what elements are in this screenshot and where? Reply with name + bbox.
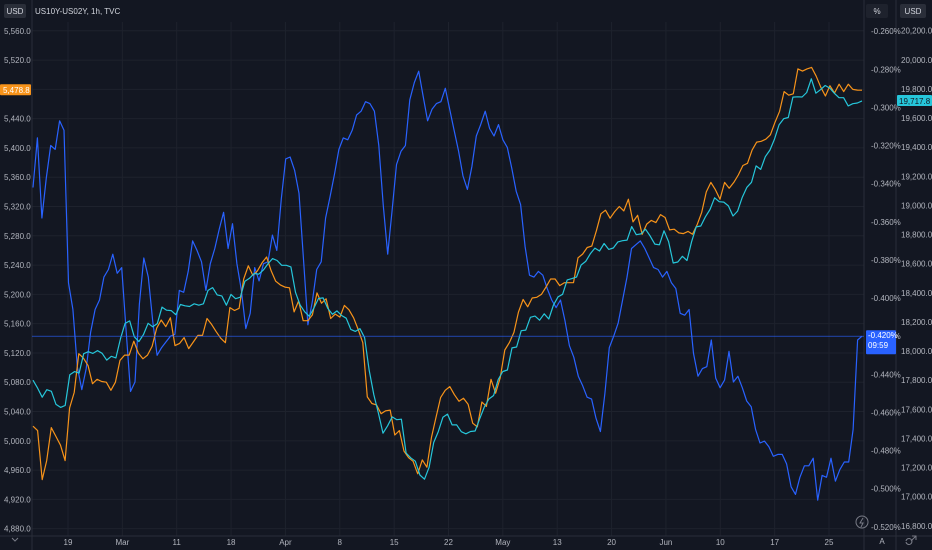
right-tick-label: 18,000.0 [901, 347, 932, 356]
x-tick-label: Apr [279, 538, 292, 547]
x-tick-label: 15 [390, 538, 399, 547]
right-tick-label: 17,800.0 [901, 376, 932, 385]
scroll-left-icon[interactable] [11, 537, 19, 542]
mid-unit-label: % [873, 7, 880, 16]
mid-countdown-label: 09:59 [868, 341, 889, 350]
mid-tick-label: -0.360% [871, 218, 901, 227]
bottom-bar: A [11, 515, 917, 546]
lightning-icon [859, 517, 864, 528]
left-tick-label: 5,200.0 [4, 290, 31, 299]
x-tick-label: Jun [659, 538, 672, 547]
x-tick-label: 18 [227, 538, 236, 547]
right-tick-label: 18,200.0 [901, 318, 932, 327]
left-tick-label: 5,560.0 [4, 27, 31, 36]
x-tick-label: 22 [444, 538, 453, 547]
right-last-value-tag [897, 94, 932, 106]
mid-tick-label: -0.300% [871, 103, 901, 112]
right-tick-label: 20,000.0 [901, 56, 932, 65]
mid-tick-label: -0.260% [871, 27, 901, 36]
expand-icon[interactable] [910, 535, 917, 542]
right-unit-label: USD [905, 7, 922, 16]
mid-tick-label: -0.520% [871, 523, 901, 532]
left-tick-label: 5,440.0 [4, 115, 31, 124]
right-tick-label: 19,600.0 [901, 114, 932, 123]
right-tick-label: 18,400.0 [901, 289, 932, 298]
right-tick-label: 19,800.0 [901, 85, 932, 94]
left-last-value-label: 5,478.8 [3, 86, 30, 95]
left-unit-label: USD [7, 7, 24, 16]
left-tick-label: 4,880.0 [4, 525, 31, 534]
left-tick-label: 4,960.0 [4, 466, 31, 475]
mid-tick-label: -0.460% [871, 408, 901, 417]
chart-title: US10Y-US02Y, 1h, TVC [35, 7, 120, 16]
left-unit-button[interactable] [4, 4, 26, 18]
settings-icon[interactable] [905, 538, 913, 545]
right-tick-label: 19,200.0 [901, 172, 932, 181]
right-tick-label: 16,800.0 [901, 522, 932, 531]
left-tick-label: 5,160.0 [4, 320, 31, 329]
right-tick-label: 17,000.0 [901, 493, 932, 502]
mid-tick-label: -0.320% [871, 142, 901, 151]
right-last-value-label: 19,717.8 [899, 97, 931, 106]
axes-layer: 5,560.05,520.05,480.05,440.05,400.05,360… [0, 27, 932, 547]
mid-tick-label: -0.280% [871, 65, 901, 74]
series-line-left [32, 66, 863, 481]
chart-header: USD US10Y-US02Y, 1h, TVC % USD [4, 4, 926, 18]
mid-last-value-label: -0.420% [868, 331, 898, 340]
x-tick-label: 20 [607, 538, 616, 547]
mid-tick-label: -0.440% [871, 370, 901, 379]
series-line-mid [32, 70, 863, 501]
left-tick-label: 5,280.0 [4, 232, 31, 241]
mid-tick-label: -0.400% [871, 294, 901, 303]
left-tick-label: 4,920.0 [4, 495, 31, 504]
left-tick-label: 5,080.0 [4, 378, 31, 387]
left-tick-label: 5,520.0 [4, 56, 31, 65]
mid-tick-label: -0.380% [871, 256, 901, 265]
right-tick-label: 18,600.0 [901, 260, 932, 269]
series-layer [32, 66, 863, 501]
left-tick-label: 5,120.0 [4, 349, 31, 358]
x-tick-label: 10 [716, 538, 725, 547]
right-tick-label: 18,800.0 [901, 231, 932, 240]
right-tick-label: 17,200.0 [901, 464, 932, 473]
grid [32, 22, 864, 536]
auto-scale-label[interactable]: A [879, 537, 885, 546]
left-tick-label: 5,000.0 [4, 437, 31, 446]
series-line-right [32, 78, 863, 480]
x-tick-label: 19 [64, 538, 73, 547]
right-tick-label: 17,400.0 [901, 434, 932, 443]
left-tick-label: 5,360.0 [4, 173, 31, 182]
x-tick-label: May [495, 538, 510, 547]
x-tick-label: 25 [825, 538, 834, 547]
mid-last-value-tag [866, 330, 896, 355]
right-tick-label: 19,400.0 [901, 143, 932, 152]
mid-unit-button[interactable] [866, 4, 888, 18]
left-last-value-tag [0, 84, 31, 96]
mid-tick-label: -0.340% [871, 180, 901, 189]
right-tick-label: 20,200.0 [901, 27, 932, 36]
refresh-icon[interactable] [855, 515, 869, 529]
left-tick-label: 5,320.0 [4, 203, 31, 212]
left-tick-label: 5,040.0 [4, 408, 31, 417]
x-tick-label: 8 [338, 538, 343, 547]
x-tick-label: 17 [770, 538, 779, 547]
x-tick-label: 13 [553, 538, 562, 547]
right-unit-button[interactable] [900, 4, 926, 18]
left-tick-label: 5,240.0 [4, 261, 31, 270]
right-tick-label: 17,600.0 [901, 405, 932, 414]
mid-tick-label: -0.500% [871, 485, 901, 494]
x-tick-label: Mar [115, 538, 129, 547]
x-tick-label: 11 [173, 538, 182, 547]
right-tick-label: 19,000.0 [901, 201, 932, 210]
left-tick-label: 5,400.0 [4, 144, 31, 153]
mid-tick-label: -0.480% [871, 447, 901, 456]
